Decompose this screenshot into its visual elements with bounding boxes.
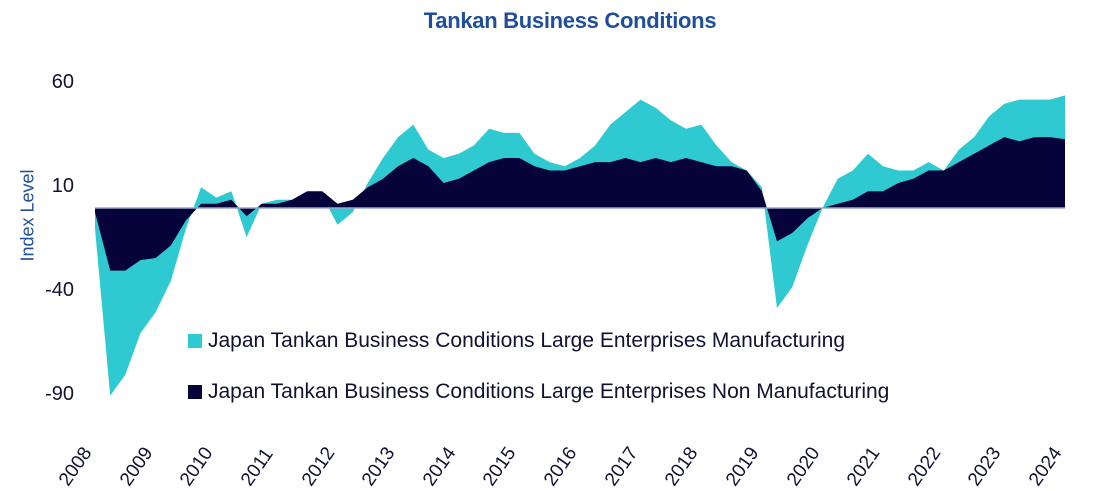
y-tick-neg90: -90 bbox=[45, 383, 74, 405]
legend-item-manufacturing: Japan Tankan Business Conditions Large E… bbox=[188, 329, 845, 353]
legend-item-non-manufacturing: Japan Tankan Business Conditions Large E… bbox=[188, 380, 889, 404]
chart-title: Tankan Business Conditions bbox=[423, 8, 717, 33]
y-tick-10: 10 bbox=[51, 175, 74, 197]
y-tick-neg40: -40 bbox=[45, 279, 74, 301]
y-tick-60: 60 bbox=[51, 71, 74, 93]
legend-label-manufacturing: Japan Tankan Business Conditions Large E… bbox=[208, 329, 845, 352]
legend-swatch-manufacturing bbox=[188, 334, 202, 348]
legend-swatch-non-manufacturing bbox=[188, 385, 202, 399]
legend-label-non-manufacturing: Japan Tankan Business Conditions Large E… bbox=[208, 380, 890, 403]
non-manufacturing-area bbox=[95, 137, 1065, 271]
